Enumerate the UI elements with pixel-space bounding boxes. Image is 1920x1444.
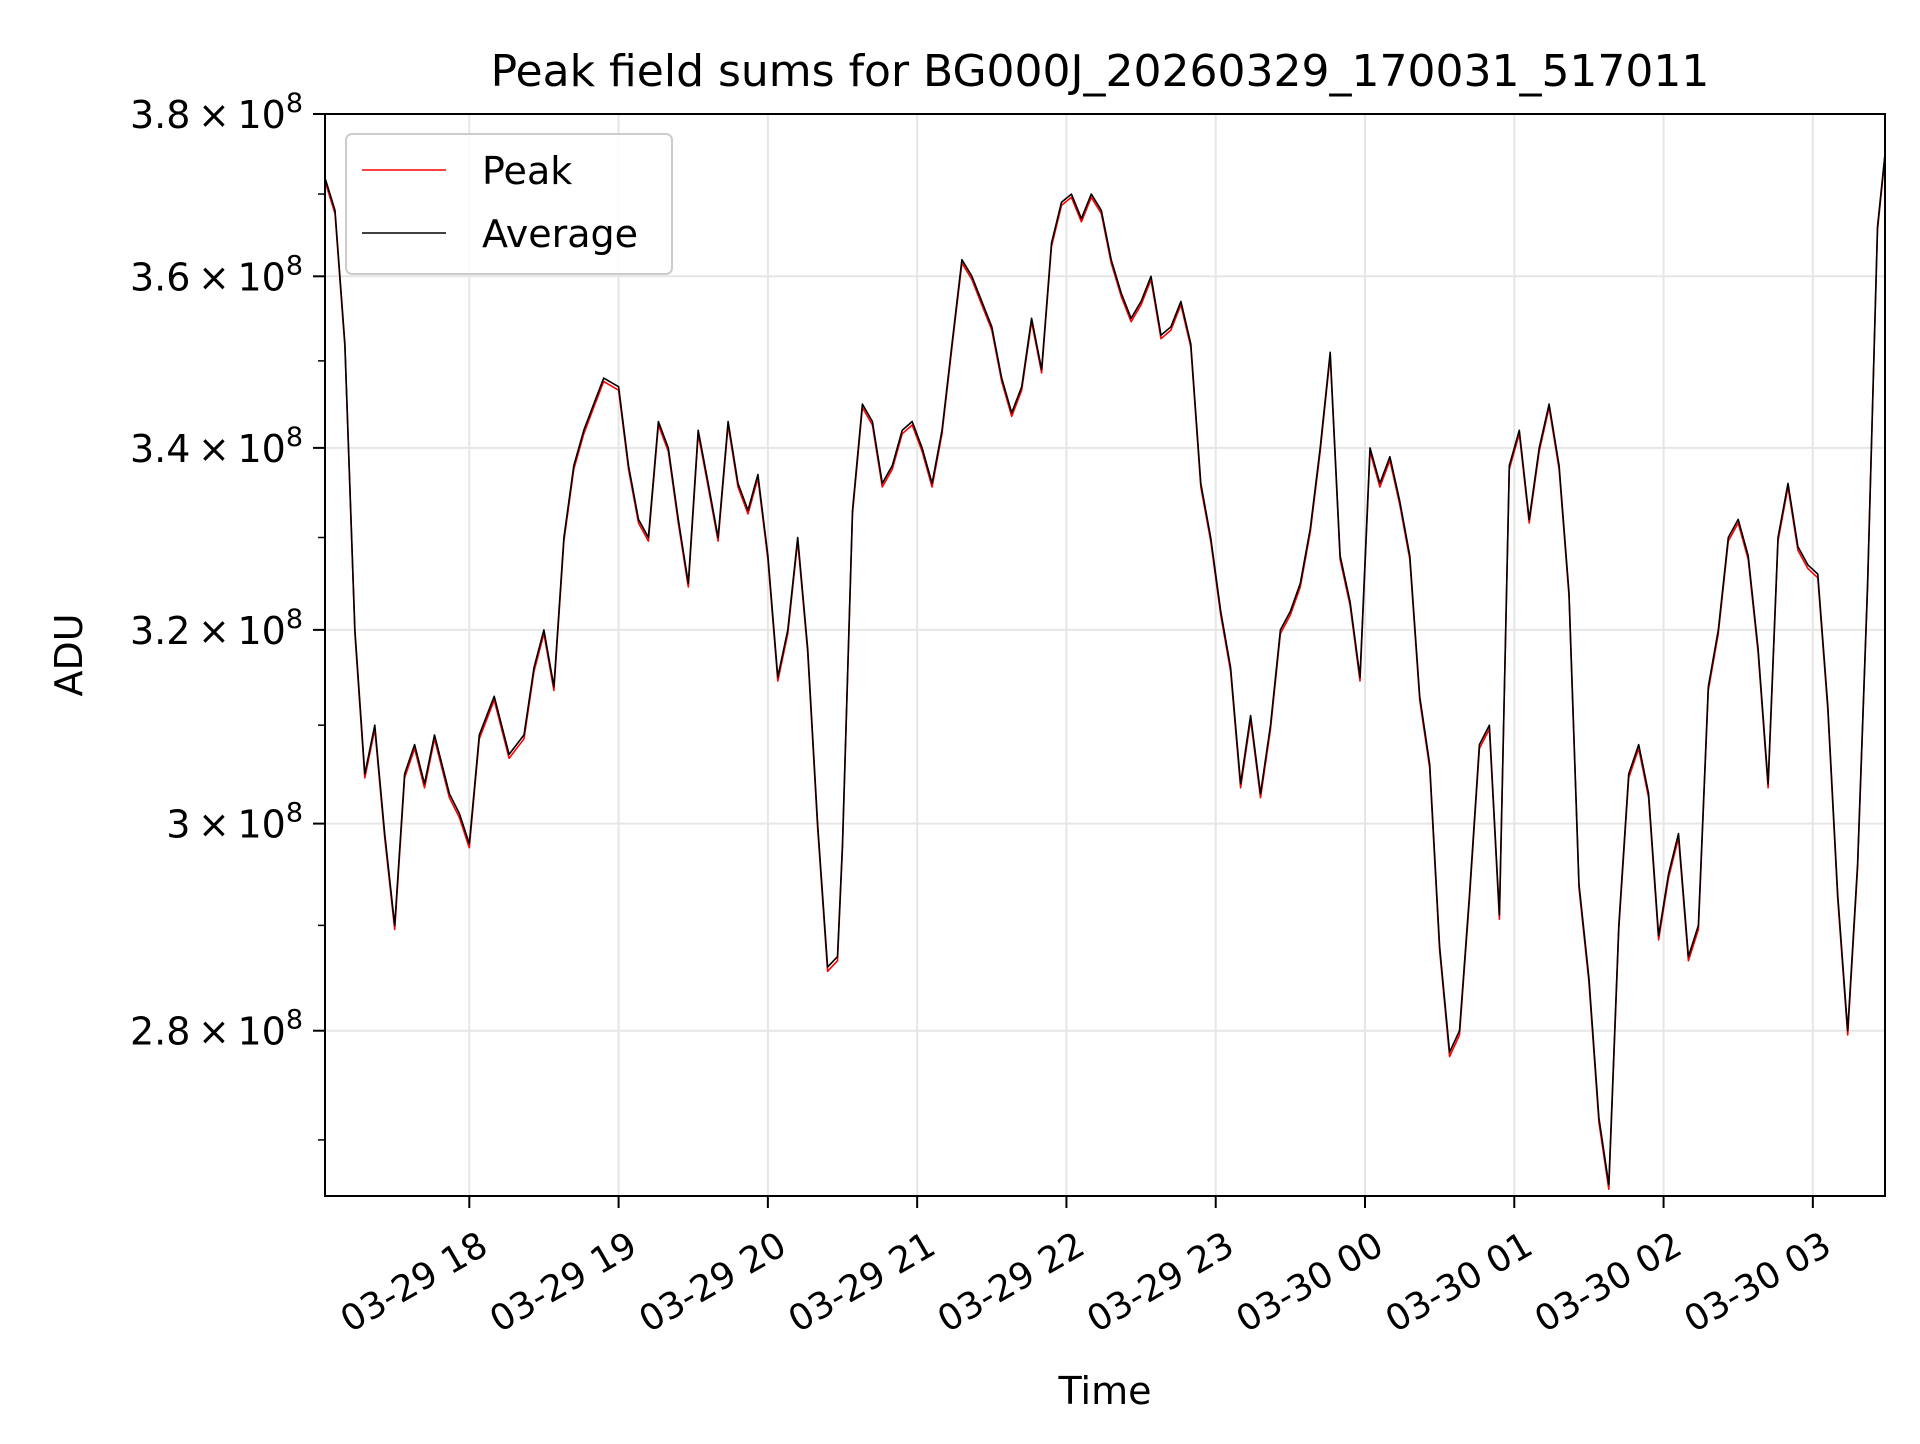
y-tick-label: 2.8 × 108 — [130, 1005, 303, 1054]
legend-label-average: Average — [482, 212, 638, 256]
y-axis-ticks: 2.8 × 108 3 × 108 3.2 × 108 3.4 × 108 3.6 × … — [130, 88, 325, 1141]
plot-frame — [324, 113, 1886, 1197]
y-axis-label: ADU — [47, 613, 91, 696]
y-tick-label: 3 × 108 — [166, 798, 303, 847]
y-tick-label: 3.2 × 108 — [130, 604, 303, 653]
series-lines — [324, 153, 1886, 1190]
y-tick-label: 3.6 × 108 — [130, 250, 303, 299]
y-tick-label: 3.4 × 108 — [130, 422, 303, 471]
x-axis-label: Time — [1058, 1369, 1152, 1413]
series-line-peak — [324, 156, 1886, 1190]
chart-title: Peak field sums for BG000J_20260329_1700… — [491, 46, 1710, 97]
grid — [325, 113, 1885, 1196]
legend-box — [345, 133, 673, 275]
series-line-average — [324, 153, 1886, 1186]
y-tick-label: 3.8 × 108 — [130, 88, 303, 137]
legend: Peak Average — [345, 133, 673, 275]
legend-label-peak: Peak — [482, 149, 572, 193]
